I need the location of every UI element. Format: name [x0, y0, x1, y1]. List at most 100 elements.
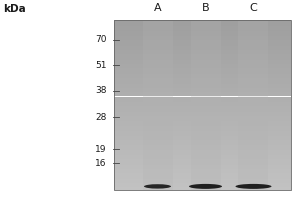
- Bar: [114, 189, 291, 190]
- Bar: [114, 87, 291, 88]
- Bar: [114, 85, 291, 87]
- Bar: [114, 97, 291, 98]
- Bar: [190, 20, 220, 190]
- Bar: [114, 26, 291, 27]
- Bar: [142, 20, 172, 190]
- Ellipse shape: [189, 184, 222, 189]
- Bar: [114, 105, 291, 106]
- Bar: [114, 114, 291, 115]
- Bar: [114, 30, 291, 31]
- Bar: [114, 53, 291, 54]
- Bar: [114, 157, 291, 159]
- Text: 28: 28: [95, 112, 106, 121]
- Bar: [114, 122, 291, 123]
- Bar: [114, 31, 291, 33]
- Bar: [114, 102, 291, 104]
- Bar: [114, 172, 291, 173]
- Bar: [114, 140, 291, 142]
- Bar: [114, 75, 291, 77]
- Bar: [114, 58, 291, 60]
- Bar: [114, 36, 291, 37]
- Bar: [114, 79, 291, 81]
- Bar: [114, 68, 291, 70]
- Bar: [114, 23, 291, 24]
- Bar: [114, 146, 291, 148]
- Bar: [114, 47, 291, 48]
- Bar: [114, 177, 291, 179]
- Bar: [114, 84, 291, 85]
- Bar: [114, 98, 291, 99]
- Bar: [114, 138, 291, 139]
- Bar: [114, 143, 291, 145]
- Bar: [114, 70, 291, 71]
- Bar: [114, 184, 291, 186]
- Bar: [114, 183, 291, 184]
- Bar: [114, 133, 291, 135]
- Ellipse shape: [236, 184, 272, 189]
- Bar: [114, 34, 291, 36]
- Bar: [114, 179, 291, 180]
- Bar: [114, 148, 291, 149]
- Bar: [114, 55, 291, 57]
- Bar: [114, 160, 291, 162]
- Bar: [114, 101, 291, 102]
- Bar: [114, 130, 291, 132]
- Bar: [114, 119, 291, 121]
- Bar: [114, 33, 291, 34]
- Text: 16: 16: [95, 158, 106, 168]
- Bar: [114, 77, 291, 78]
- Bar: [114, 48, 291, 50]
- Bar: [114, 71, 291, 72]
- Bar: [114, 104, 291, 105]
- Bar: [114, 21, 291, 23]
- Bar: [114, 116, 291, 118]
- Bar: [114, 159, 291, 160]
- Bar: [114, 176, 291, 177]
- Bar: [114, 139, 291, 140]
- Bar: [114, 65, 291, 67]
- Bar: [114, 41, 291, 43]
- Bar: [114, 44, 291, 46]
- Bar: [114, 92, 291, 94]
- Bar: [114, 89, 291, 91]
- Bar: [114, 169, 291, 170]
- Bar: [114, 182, 291, 183]
- Bar: [114, 40, 291, 41]
- Bar: [114, 78, 291, 79]
- Bar: [114, 50, 291, 51]
- Bar: [114, 167, 291, 169]
- Bar: [114, 62, 291, 64]
- Bar: [114, 88, 291, 89]
- Bar: [114, 74, 291, 75]
- Text: A: A: [154, 3, 161, 13]
- Bar: [114, 121, 291, 122]
- Bar: [114, 91, 291, 92]
- Bar: [114, 51, 291, 53]
- Bar: [114, 38, 291, 40]
- Bar: [114, 153, 291, 155]
- Bar: [114, 174, 291, 176]
- Bar: [114, 67, 291, 68]
- Text: 38: 38: [95, 86, 106, 95]
- Bar: [114, 166, 291, 167]
- Bar: [114, 106, 291, 108]
- Bar: [114, 37, 291, 38]
- Bar: [114, 136, 291, 138]
- Bar: [238, 20, 268, 190]
- Bar: [114, 95, 291, 96]
- Text: B: B: [202, 3, 209, 13]
- Bar: [114, 24, 291, 26]
- Bar: [114, 142, 291, 143]
- Bar: [114, 150, 291, 152]
- Bar: [114, 28, 291, 30]
- Bar: [114, 123, 291, 125]
- Text: 70: 70: [95, 36, 106, 45]
- Bar: [114, 20, 291, 21]
- Bar: [114, 60, 291, 61]
- Text: 19: 19: [95, 144, 106, 154]
- Bar: [114, 111, 291, 112]
- Bar: [114, 118, 291, 119]
- Bar: [114, 164, 291, 166]
- Bar: [114, 163, 291, 164]
- Bar: [114, 129, 291, 130]
